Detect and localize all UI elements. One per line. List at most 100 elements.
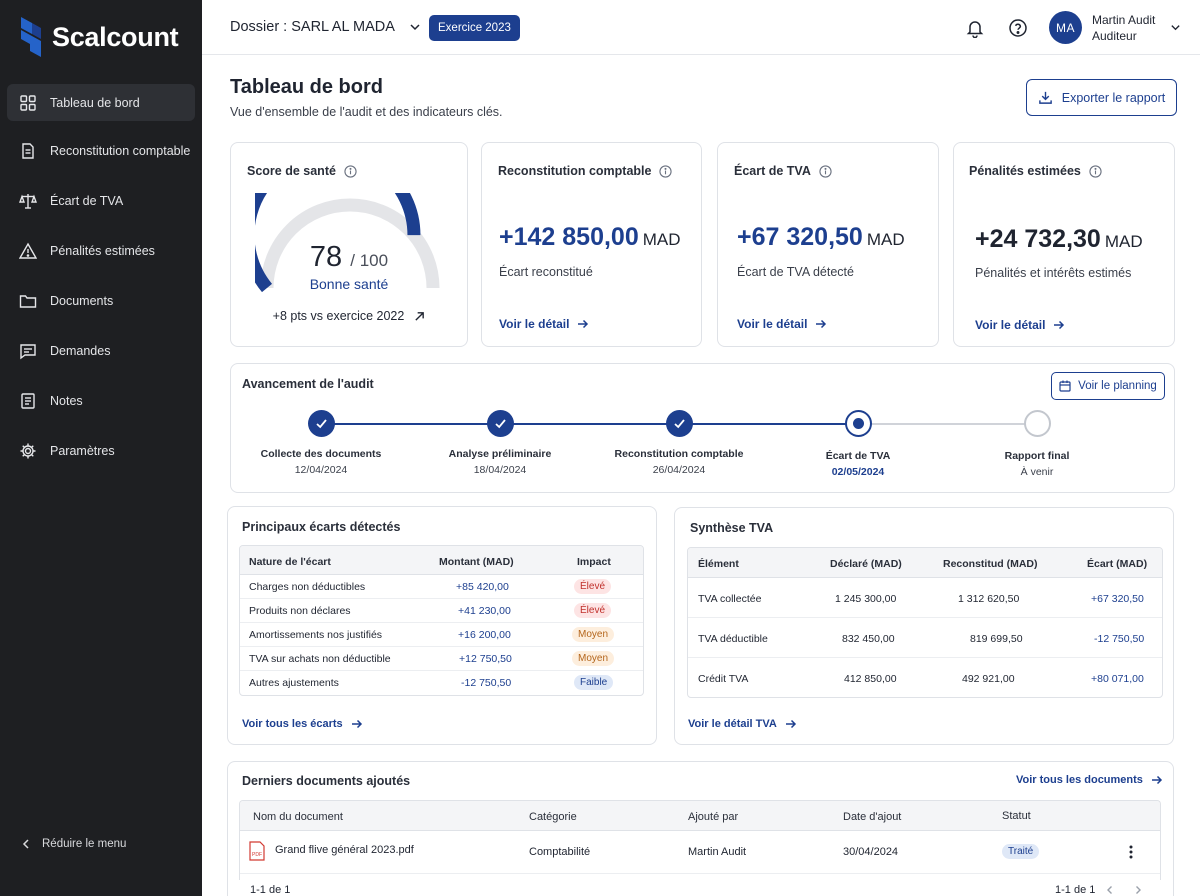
table-row[interactable]: Charges non déductibles +85 420,00 Élevé	[240, 575, 643, 599]
bell-icon[interactable]	[965, 18, 985, 38]
chevron-left-icon[interactable]	[1105, 885, 1115, 895]
sidebar-item-requests[interactable]: Demandes	[7, 332, 195, 369]
sidebar-item-label: Documents	[50, 293, 114, 308]
scale-icon	[19, 193, 37, 209]
view-vat-detail-link[interactable]: Voir le détail TVA	[688, 718, 797, 730]
health-title: Score de santé	[247, 164, 336, 178]
view-all-documents-link[interactable]: Voir tous les documents	[1016, 774, 1163, 786]
table-row[interactable]: TVA déductible 832 450,00 819 699,50 -12…	[688, 618, 1162, 658]
table-row[interactable]: PDF Grand flive général 2023.pdf Comptab…	[240, 831, 1160, 874]
collapse-menu-button[interactable]: Réduire le menu	[20, 838, 126, 850]
sidebar-item-penalties[interactable]: Pénalités estimées	[7, 232, 195, 269]
view-all-gaps-link[interactable]: Voir tous les écarts	[242, 718, 363, 730]
arrow-up-right-icon	[415, 311, 425, 321]
table-row[interactable]: Amortissements nos justifiés +16 200,00 …	[240, 623, 643, 647]
step-label: Collecte des documents	[260, 448, 382, 460]
status-badge: Traité	[1002, 844, 1040, 859]
folder-icon	[19, 294, 37, 308]
document-name[interactable]: Grand flive général 2023.pdf	[275, 844, 414, 856]
export-report-button[interactable]: Exporter le rapport	[1026, 79, 1177, 116]
health-label: Bonne santé	[309, 276, 389, 292]
arrow-right-icon	[351, 719, 362, 729]
pagination-info-left: 1-1 de 1	[250, 884, 291, 896]
kpi-subtitle: Écart de TVA détecté	[737, 265, 854, 279]
view-detail-link[interactable]: Voir le détail	[737, 317, 827, 331]
column-header: Nature de l'écart	[249, 556, 331, 568]
chevron-left-icon	[22, 839, 29, 849]
chevron-right-icon[interactable]	[1133, 885, 1143, 895]
help-icon[interactable]	[1008, 18, 1028, 38]
sidebar-item-documents[interactable]: Documents	[7, 282, 195, 319]
sidebar-item-label: Notes	[50, 393, 83, 408]
vat-declared: 832 450,00	[842, 633, 895, 645]
health-score-value: 78	[309, 241, 343, 273]
sidebar-item-label: Paramètres	[50, 443, 115, 458]
document-added-by: Martin Audit	[688, 846, 747, 858]
gap-nature: Produits non déclares	[249, 605, 351, 617]
exercise-badge[interactable]: Exercice 2023	[429, 15, 520, 41]
link-label: Voir le détail	[975, 318, 1046, 332]
step-label: Rapport final	[1004, 450, 1070, 462]
info-icon[interactable]	[819, 164, 832, 178]
table-row[interactable]: Autres ajustements -12 750,50 Faible	[240, 671, 643, 695]
gap-amount: +12 750,50	[459, 653, 512, 665]
vat-gap: +80 071,00	[1091, 673, 1144, 685]
avatar[interactable]: MA	[1049, 11, 1082, 44]
kpi-title: Reconstitution comptable	[498, 164, 652, 178]
scalcount-logo-icon	[21, 17, 41, 57]
step-date: 18/04/2024	[473, 464, 527, 476]
kpi-unit: MAD	[642, 230, 681, 249]
logo[interactable]: Scalcount	[18, 14, 179, 60]
impact-badge: Moyen	[572, 627, 615, 642]
health-trend-text: +8 pts vs exercice 2022	[272, 309, 405, 323]
table-header: Nom du document Catégorie Ajouté par Dat…	[240, 801, 1160, 831]
sidebar-item-dashboard[interactable]: Tableau de bord	[7, 84, 195, 121]
table-row[interactable]: TVA sur achats non déductible +12 750,50…	[240, 647, 643, 671]
view-planning-button[interactable]: Voir le planning	[1051, 372, 1165, 400]
audit-progress-card: Avancement de l'audit Voir le planning C…	[230, 363, 1175, 493]
arrow-right-icon	[578, 319, 589, 329]
chevron-down-icon[interactable]	[1170, 22, 1181, 33]
page-title: Tableau de bord	[230, 76, 383, 98]
column-header: Reconstitud (MAD)	[943, 558, 1038, 570]
notes-icon	[21, 392, 35, 409]
message-icon	[20, 343, 36, 359]
table-row[interactable]: TVA collectée 1 245 300,00 1 312 620,50 …	[688, 578, 1162, 618]
link-label: Voir tous les documents	[1016, 774, 1143, 786]
calendar-icon	[1059, 380, 1071, 392]
table-row[interactable]: Crédit TVA 412 850,00 492 921,00 +80 071…	[688, 658, 1162, 697]
step-label: Écart de TVA	[825, 450, 891, 462]
check-icon	[316, 419, 327, 429]
dossier-selector[interactable]: Dossier : SARL AL MADA	[230, 19, 421, 35]
kpi-unit: MAD	[866, 230, 905, 249]
arrow-right-icon	[1151, 775, 1162, 785]
vat-table: Élément Déclaré (MAD) Reconstitud (MAD) …	[687, 547, 1163, 698]
sidebar-item-settings[interactable]: Paramètres	[7, 432, 195, 469]
progress-title: Avancement de l'audit	[242, 377, 374, 391]
table-row[interactable]: Produits non déclares +41 230,00 Élevé	[240, 599, 643, 623]
more-options-icon[interactable]	[1129, 844, 1133, 860]
gap-nature: Autres ajustements	[249, 677, 339, 689]
info-icon[interactable]	[659, 164, 673, 178]
view-planning-label: Voir le planning	[1078, 380, 1157, 392]
sidebar-item-notes[interactable]: Notes	[7, 382, 195, 419]
view-detail-link[interactable]: Voir le détail	[499, 317, 589, 331]
pdf-file-icon: PDF	[249, 841, 265, 861]
sidebar-item-reconstitution[interactable]: Reconstitution comptable	[7, 132, 195, 169]
column-header: Catégorie	[529, 811, 577, 823]
kpi-unit: MAD	[1104, 232, 1143, 251]
sidebar-item-vat-gap[interactable]: Écart de TVA	[7, 182, 195, 219]
document-icon	[22, 142, 34, 159]
vat-declared: 1 245 300,00	[835, 593, 897, 605]
check-icon	[674, 419, 685, 429]
column-header: Montant (MAD)	[439, 556, 514, 568]
info-icon[interactable]	[344, 164, 357, 178]
column-header: Date d'ajout	[843, 811, 902, 823]
impact-badge: Élevé	[574, 579, 612, 594]
card-title: Reconstitution comptable	[498, 164, 673, 178]
impact-badge: Faible	[574, 675, 614, 690]
view-detail-link[interactable]: Voir le détail	[975, 318, 1065, 332]
info-icon[interactable]	[1089, 164, 1102, 178]
sidebar-item-label: Tableau de bord	[50, 95, 140, 110]
health-score-card: Score de santé 78 / 100 Bonne santé +8 p…	[230, 142, 468, 347]
